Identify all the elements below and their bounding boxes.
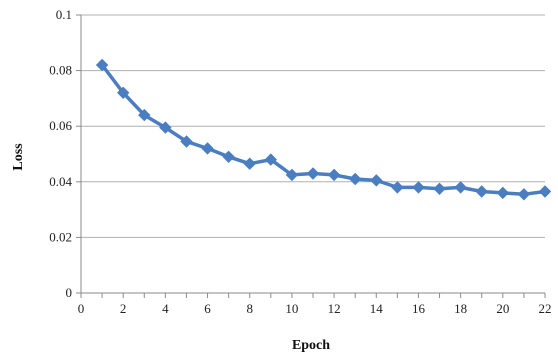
data-point	[159, 121, 172, 134]
x-tick-label: 18	[454, 301, 467, 316]
data-point	[475, 185, 488, 198]
data-point	[496, 186, 510, 200]
data-point	[454, 181, 467, 194]
x-tick-label: 6	[204, 301, 211, 316]
data-point	[116, 86, 130, 100]
x-tick-label: 20	[496, 301, 509, 316]
series-line	[100, 63, 546, 197]
data-point	[180, 135, 193, 148]
data-point	[285, 168, 299, 182]
x-tick-label: 10	[285, 301, 298, 316]
data-point	[412, 181, 425, 194]
y-tick-label: 0.1	[56, 7, 72, 22]
y-tick-label: 0.06	[49, 118, 72, 133]
x-axis-title: Epoch	[292, 338, 330, 353]
x-tick-label: 12	[328, 301, 341, 316]
data-point	[201, 142, 214, 155]
x-tick-labels: 0 2 4 6 8 10 12 14 16 18 20 22	[78, 301, 552, 316]
y-tick-labels: 0 0.02 0.04 0.06 0.08 0.1	[49, 7, 72, 300]
data-point	[222, 150, 235, 164]
x-tick-label: 16	[412, 301, 426, 316]
y-tick-label: 0	[66, 285, 73, 300]
x-tick-label: 2	[120, 301, 127, 316]
data-point	[348, 172, 362, 186]
data-point	[95, 58, 109, 72]
x-tick-label: 14	[370, 301, 384, 316]
x-tick-label: 8	[246, 301, 253, 316]
data-point	[370, 174, 383, 187]
y-tick-label: 0.04	[49, 174, 72, 189]
y-tick-label: 0.08	[49, 63, 72, 78]
grid-lines	[81, 14, 545, 238]
data-point	[306, 167, 320, 180]
x-tick-label: 0	[78, 301, 85, 316]
data-point	[517, 188, 531, 201]
data-point	[538, 185, 552, 198]
axes	[76, 14, 546, 298]
y-axis-title: Loss	[11, 143, 26, 171]
data-point	[433, 182, 446, 196]
x-tick-label: 4	[162, 301, 169, 316]
data-point	[327, 168, 341, 182]
y-tick-label: 0.02	[49, 229, 72, 244]
x-tick-label: 22	[539, 301, 552, 316]
series-loss	[95, 58, 552, 201]
data-point	[138, 108, 151, 122]
data-point	[264, 153, 278, 166]
data-point	[243, 157, 256, 170]
data-point	[391, 181, 404, 194]
